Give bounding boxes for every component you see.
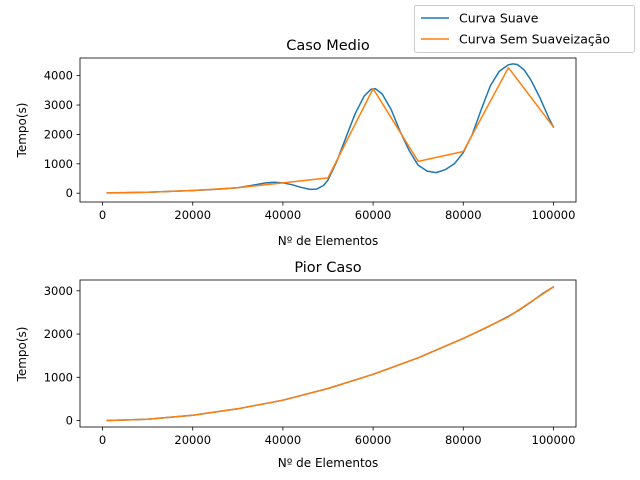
chart-title: Pior Caso bbox=[294, 260, 361, 276]
x-tick-label: 100000 bbox=[532, 433, 576, 447]
x-tick-label: 20000 bbox=[174, 208, 211, 222]
y-tick-label: 1000 bbox=[44, 157, 73, 171]
y-tick-label: 3000 bbox=[44, 98, 73, 112]
x-tick-label: 60000 bbox=[355, 208, 392, 222]
plot-area bbox=[106, 286, 555, 422]
y-tick-label: 3000 bbox=[44, 284, 73, 298]
y-tick-label: 0 bbox=[66, 186, 73, 200]
x-tick-label: 0 bbox=[99, 208, 106, 222]
y-axis-label: Tempo(s) bbox=[15, 103, 29, 159]
x-tick-label: 20000 bbox=[174, 433, 211, 447]
y-axis-label: Tempo(s) bbox=[15, 327, 29, 383]
chart-title: Caso Medio bbox=[286, 38, 370, 54]
x-tick-label: 40000 bbox=[265, 433, 302, 447]
axis-ticks: 0 20000 40000 60000 80000 100000 0 1000 2000 3000 bbox=[44, 284, 576, 447]
legend-label-curva-sem-suavizacao: Curva Sem Suaveização bbox=[459, 32, 610, 47]
series-line-1 bbox=[106, 286, 555, 422]
axes-frame bbox=[79, 57, 577, 203]
axes-frame bbox=[79, 279, 577, 428]
subplot-caso-medio: Caso Medio 0 20000 40000 60000 80000 100000 0 1… bbox=[15, 38, 577, 248]
legend: Curva Suave Curva Sem Suaveização bbox=[414, 5, 635, 53]
x-axis-label: Nº de Elementos bbox=[278, 456, 379, 470]
x-axis-label: Nº de Elementos bbox=[278, 234, 379, 248]
x-tick-label: 80000 bbox=[445, 433, 482, 447]
series-line-0 bbox=[106, 286, 555, 422]
y-tick-label: 2000 bbox=[44, 327, 73, 341]
series-line-1 bbox=[106, 66, 555, 194]
y-tick-label: 1000 bbox=[44, 370, 73, 384]
subplot-pior-caso: Pior Caso 0 20000 40000 60000 80000 100000 0 10… bbox=[15, 260, 577, 470]
y-tick-label: 0 bbox=[66, 414, 73, 428]
x-tick-label: 80000 bbox=[445, 208, 482, 222]
axis-ticks: 0 20000 40000 60000 80000 100000 0 1000 2000 3000… bbox=[44, 69, 576, 222]
legend-label-curva-suave: Curva Suave bbox=[459, 11, 539, 26]
x-tick-label: 100000 bbox=[532, 208, 576, 222]
x-tick-label: 60000 bbox=[355, 433, 392, 447]
x-tick-label: 40000 bbox=[265, 208, 302, 222]
series-line-0 bbox=[106, 63, 555, 194]
x-tick-label: 0 bbox=[99, 433, 106, 447]
plot-area bbox=[106, 63, 555, 194]
y-tick-label: 4000 bbox=[44, 69, 73, 83]
legend-box bbox=[414, 5, 635, 53]
y-tick-label: 2000 bbox=[44, 127, 73, 141]
